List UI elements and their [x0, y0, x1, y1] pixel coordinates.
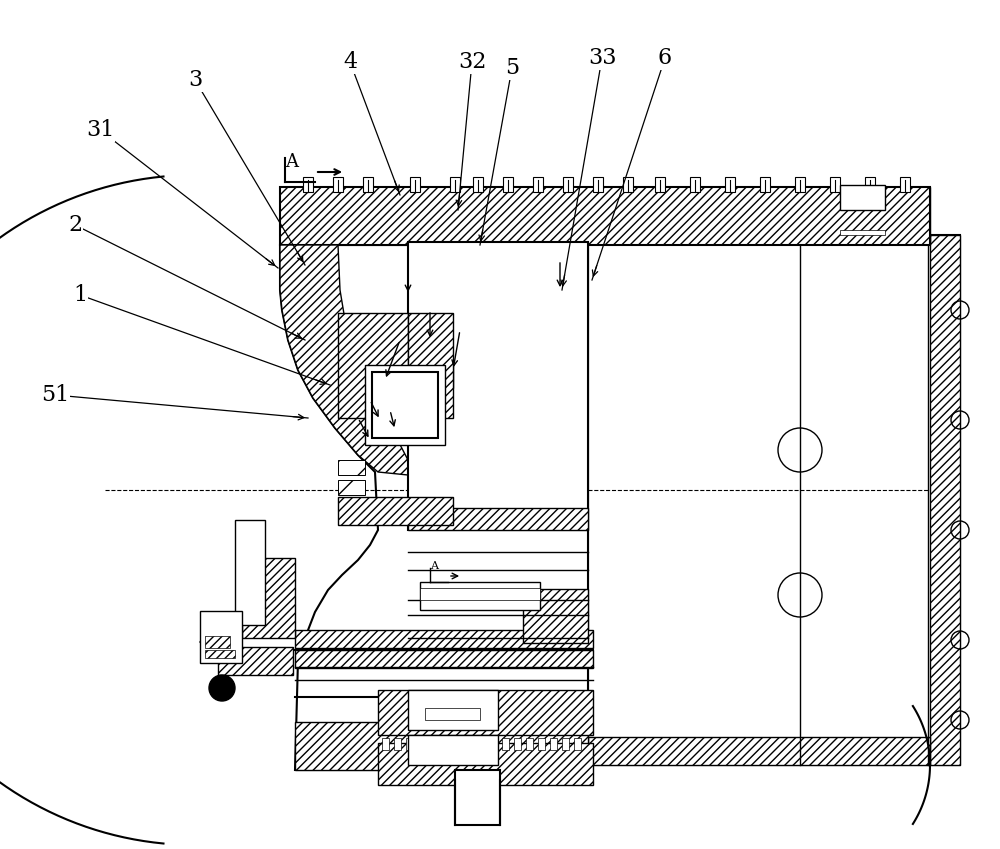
Bar [408, 360, 453, 388]
Bar [588, 235, 960, 765]
Bar [372, 372, 438, 438]
Bar [538, 738, 545, 750]
Polygon shape [280, 245, 588, 770]
Bar [502, 738, 509, 750]
Text: 33: 33 [588, 47, 616, 69]
Bar [408, 735, 498, 765]
Bar [338, 480, 365, 495]
Bar [295, 630, 593, 648]
Bar [442, 738, 449, 750]
Bar [478, 738, 485, 750]
Bar [382, 738, 389, 750]
Polygon shape [200, 628, 235, 656]
Bar [242, 558, 295, 638]
Bar [454, 738, 461, 750]
Polygon shape [280, 245, 408, 475]
Bar [830, 177, 840, 192]
Bar [408, 690, 498, 730]
Bar [295, 722, 588, 770]
Text: 32: 32 [458, 51, 486, 73]
Bar [365, 365, 445, 445]
Bar [588, 737, 930, 765]
Bar [450, 177, 460, 192]
Bar [550, 738, 557, 750]
Bar [333, 177, 343, 192]
Bar [795, 177, 805, 192]
Bar [526, 738, 533, 750]
Bar [363, 177, 373, 192]
Bar [420, 582, 540, 610]
Bar [514, 738, 521, 750]
Bar [562, 738, 569, 750]
Bar [303, 177, 313, 192]
Bar [840, 185, 885, 210]
Text: 6: 6 [658, 47, 672, 69]
Bar [760, 177, 770, 192]
Bar [503, 177, 513, 192]
Bar [430, 738, 437, 750]
Bar [455, 770, 500, 825]
Bar [900, 177, 910, 192]
Bar [235, 520, 265, 625]
Bar [338, 313, 408, 418]
Text: 3: 3 [188, 69, 202, 91]
Bar [338, 460, 365, 475]
Bar [408, 508, 588, 530]
Bar [394, 738, 401, 750]
Bar [425, 708, 480, 720]
Bar [280, 187, 930, 245]
Bar [338, 497, 453, 525]
Bar [593, 177, 603, 192]
Bar [865, 177, 875, 192]
Bar [408, 313, 453, 418]
Text: 1: 1 [73, 284, 87, 306]
Text: 2: 2 [68, 214, 82, 236]
Bar [574, 738, 581, 750]
Text: 5: 5 [505, 57, 519, 79]
Bar [466, 738, 473, 750]
Bar [205, 636, 230, 648]
Bar [408, 242, 588, 530]
Bar [588, 187, 930, 242]
Circle shape [209, 675, 235, 701]
Bar [418, 738, 425, 750]
Bar [725, 177, 735, 192]
Bar [930, 235, 960, 765]
Bar [218, 647, 293, 675]
Bar [200, 611, 242, 663]
Bar [563, 177, 573, 192]
Bar [690, 177, 700, 192]
Bar [523, 589, 588, 643]
Text: 51: 51 [41, 384, 69, 406]
Bar [406, 738, 413, 750]
Text: 4: 4 [343, 51, 357, 73]
Text: A: A [430, 561, 438, 571]
Bar [473, 177, 483, 192]
Bar [410, 177, 420, 192]
Bar [340, 360, 408, 388]
Bar [295, 650, 593, 668]
Bar [378, 690, 593, 735]
Bar [420, 588, 540, 600]
Bar [623, 177, 633, 192]
Bar [840, 230, 885, 235]
Bar [533, 177, 543, 192]
Bar [490, 738, 497, 750]
Text: 31: 31 [86, 119, 114, 141]
Bar [205, 650, 235, 658]
Bar [655, 177, 665, 192]
Text: A: A [286, 153, 298, 171]
Bar [378, 743, 593, 785]
